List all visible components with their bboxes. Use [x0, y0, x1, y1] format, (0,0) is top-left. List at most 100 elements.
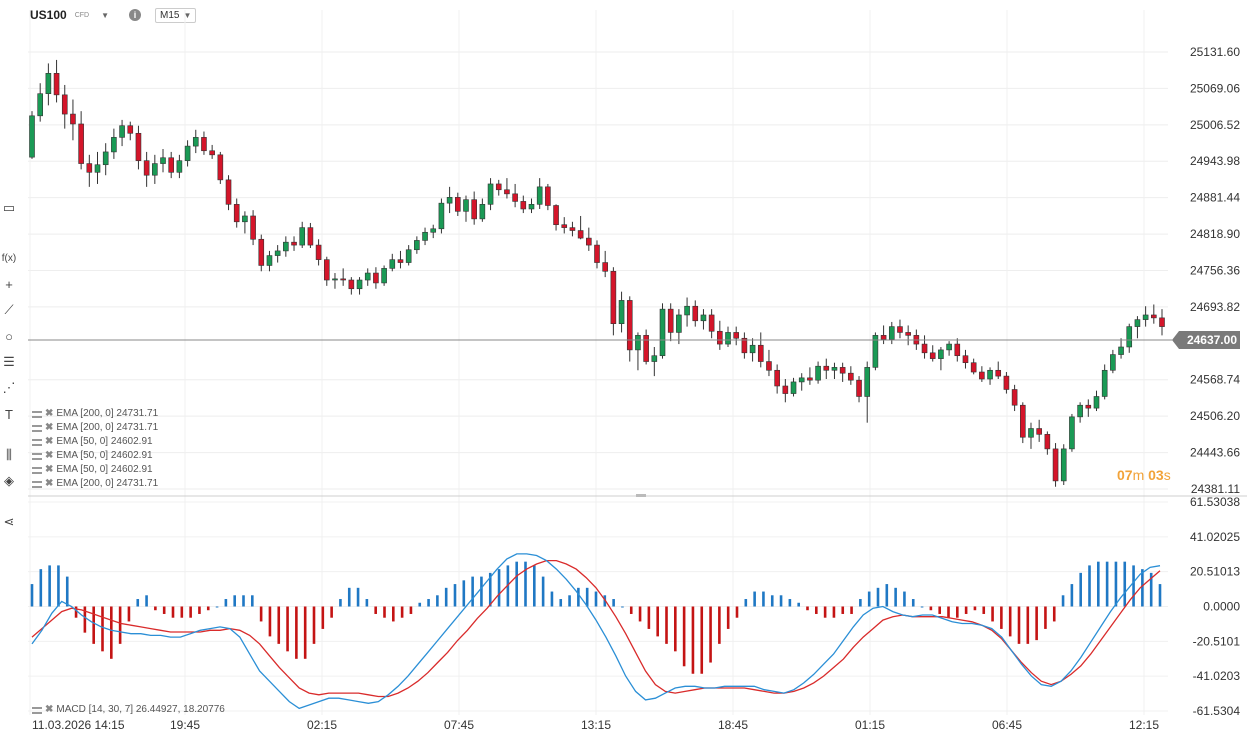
candle-body [979, 371, 985, 380]
close-icon[interactable]: ✖ [45, 704, 54, 715]
macd-histogram-bar [1052, 606, 1056, 622]
countdown-minutes: 07 [1117, 467, 1133, 483]
candle-body [520, 201, 527, 210]
macd-histogram-bar [189, 606, 192, 618]
chart-type-icon[interactable]: ⫼ [6, 447, 12, 462]
legend-settings-icon[interactable] [32, 424, 42, 432]
macd-histogram-bar [744, 599, 748, 607]
candle-body [160, 157, 166, 164]
macd-histogram-bar [938, 606, 941, 614]
candle-body [651, 355, 658, 362]
candle-body [45, 73, 52, 94]
share-icon[interactable]: ⋖ [3, 514, 15, 529]
macd-histogram-bar [797, 602, 800, 607]
legend-settings-icon[interactable] [32, 452, 42, 460]
legend-settings-icon[interactable] [32, 480, 42, 488]
macd-histogram-bar [841, 606, 845, 614]
macd-histogram-bar [206, 606, 210, 611]
indicator-legend: ✖ EMA [200, 0] 24731.71 ✖ EMA [200, 0] 2473… [32, 407, 158, 491]
indicators-icon[interactable]: f(x) [1, 252, 17, 264]
symbol-label[interactable]: US100 [30, 8, 67, 22]
legend-settings-icon[interactable] [32, 410, 42, 418]
macd-histogram-bar [718, 606, 721, 644]
macd-histogram-bar [1097, 561, 1100, 607]
candle-body [242, 215, 248, 223]
info-icon[interactable]: i [129, 9, 142, 21]
legend-settings-icon[interactable] [32, 466, 42, 474]
text-tool-icon[interactable]: T [5, 406, 13, 422]
price-axis-label: 24756.36 [1190, 263, 1240, 277]
legend-settings-icon[interactable] [32, 438, 42, 446]
candle-body [487, 183, 494, 205]
candle-body [766, 361, 772, 371]
macd-histogram-bar [383, 606, 386, 618]
candle-body [888, 326, 895, 340]
close-icon[interactable]: ✖ [45, 436, 54, 447]
close-icon[interactable]: ✖ [45, 464, 54, 475]
candle-body [94, 164, 101, 173]
candle-body [340, 278, 346, 281]
candle-body [176, 160, 183, 173]
indicator-legend-label: EMA [50, 0] 24602.91 [56, 464, 153, 475]
indicator-legend-label: EMA [50, 0] 24602.91 [56, 450, 153, 461]
candle-body [217, 154, 224, 181]
close-icon[interactable]: ✖ [45, 408, 54, 419]
macd-histogram-bar [594, 591, 598, 607]
macd-histogram-bar [612, 599, 615, 607]
timeframe-select[interactable]: M15 ▼ [155, 7, 197, 23]
macd-histogram-bar [691, 606, 695, 674]
indicator-legend-label: EMA [200, 0] 24731.71 [56, 422, 159, 433]
shapes-icon[interactable]: ○ [5, 328, 13, 344]
display-mode-icon[interactable]: ▭ [2, 200, 16, 215]
macd-histogram-bar [83, 606, 87, 633]
candle-body [782, 385, 789, 394]
macd-histogram-bar [39, 569, 43, 607]
fibonacci-icon[interactable]: ☰ [3, 354, 15, 369]
macd-histogram-bar [674, 606, 677, 652]
macd-histogram-bar [1158, 584, 1162, 607]
macd-histogram-bar [30, 584, 34, 607]
close-icon[interactable]: ✖ [45, 478, 54, 489]
macd-histogram-bar [947, 606, 950, 618]
close-icon[interactable]: ✖ [45, 422, 54, 433]
pane-resize-handle[interactable] [636, 494, 646, 497]
candle-body [495, 183, 502, 191]
pitchfork-icon[interactable]: ⋰ [2, 380, 16, 395]
crosshair-icon[interactable]: + [5, 276, 13, 292]
instrument-header: US100 CFD ▼ i M15 ▼ [30, 4, 197, 26]
layers-icon[interactable]: ◈ [4, 473, 14, 488]
macd-histogram-bar [621, 606, 624, 608]
candle-body [954, 343, 961, 357]
macd-axis-label: -61.5304 [1193, 704, 1241, 718]
candle-body [610, 270, 617, 324]
macd-histogram-bar [550, 591, 554, 607]
candle-body [708, 314, 715, 332]
macd-histogram-bar [215, 606, 219, 608]
candle-body [364, 272, 371, 281]
time-axis-label: 07:45 [444, 718, 474, 732]
macd-signal-line [31, 559, 1161, 698]
candle-body [848, 372, 854, 381]
timeframe-chevron-icon: ▼ [183, 10, 192, 20]
candle-body [1069, 416, 1075, 450]
candle-body [422, 231, 428, 241]
candle-body [929, 352, 936, 359]
indicator-legend-label: EMA [200, 0] 24731.71 [56, 408, 159, 419]
macd-histogram-bar [171, 606, 175, 618]
candle-body [700, 314, 707, 322]
candle-body [266, 255, 273, 266]
price-axis-label: 24568.74 [1190, 373, 1240, 387]
candle-body [1077, 404, 1083, 418]
candle-body [880, 335, 887, 340]
line-tool-icon[interactable]: ⟋ [4, 302, 14, 317]
candle-body [381, 268, 387, 284]
macd-histogram-bar [101, 606, 104, 652]
close-icon[interactable]: ✖ [45, 450, 54, 461]
macd-histogram-bar [347, 587, 351, 607]
chevron-down-icon[interactable]: ▼ [101, 10, 110, 20]
candle-body [995, 369, 1002, 377]
legend-settings-icon[interactable] [32, 706, 42, 714]
indicator-legend-row: ✖ EMA [50, 0] 24602.91 [32, 463, 158, 477]
macd-histogram-bar [973, 606, 977, 611]
